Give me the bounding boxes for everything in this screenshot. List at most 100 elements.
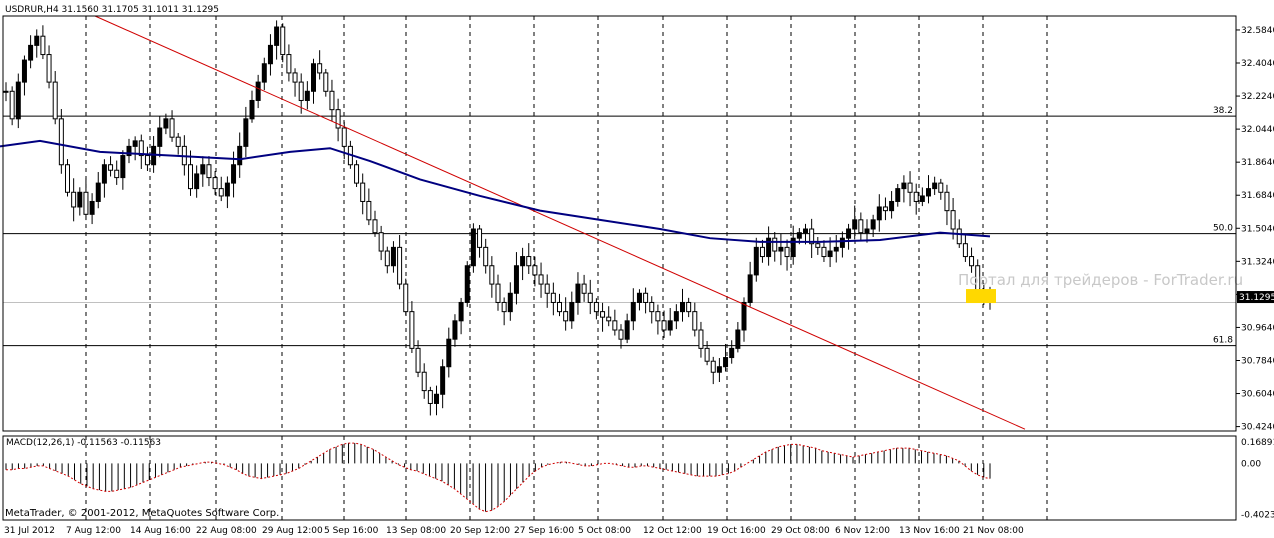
candle-body [132, 140, 138, 147]
candle-body [120, 155, 126, 179]
candle-body [267, 44, 273, 65]
candle-body [286, 54, 292, 74]
candle-body [606, 316, 612, 322]
candle-body [673, 311, 679, 322]
time-axis: 31 Jul 2012 7 Aug 12:00 14 Aug 16:00 22 Aug… [4, 526, 1024, 536]
candle-body [95, 182, 101, 202]
candle-body [292, 72, 298, 83]
candle-body [950, 210, 956, 230]
candle-body [932, 182, 938, 190]
vertical-grid [85, 16, 1048, 520]
macd-frame [2, 435, 1237, 521]
candle-body [144, 155, 150, 166]
candle-body [710, 360, 716, 373]
candle-body [40, 35, 46, 56]
candle-body [704, 347, 710, 362]
last-price-label: 31.1295 [1239, 293, 1274, 303]
candle-body [384, 250, 390, 267]
candle-body [317, 63, 323, 74]
candle-body [83, 191, 89, 215]
candle-body [501, 301, 507, 313]
candle-body [255, 81, 261, 101]
candle-body [101, 164, 107, 184]
candle-body [723, 357, 729, 368]
candle-body [741, 301, 747, 331]
candle-body [434, 393, 439, 404]
candle-body [926, 188, 931, 197]
candle-body [507, 292, 513, 313]
x-tick-label: 21 Nov 08:00 [963, 526, 1024, 536]
candle-body [913, 191, 919, 202]
candle-body [175, 136, 181, 147]
copyright: MetaTrader, © 2001-2012, MetaQuotes Soft… [5, 508, 279, 519]
candle-body [274, 26, 280, 46]
candle-body [772, 237, 778, 252]
candle-body [686, 301, 692, 313]
x-tick-label: 5 Oct 08:00 [578, 526, 631, 536]
candle-body [661, 320, 667, 331]
candle-body [569, 301, 575, 322]
candle-body [409, 311, 415, 349]
fibo-label: 61.8 [1213, 336, 1233, 346]
candle-body [956, 228, 962, 245]
chart-title: USDRUR,H4 31.1560 31.1705 31.1011 31.129… [5, 5, 219, 15]
candle-body [298, 81, 304, 101]
candle-body [839, 237, 845, 248]
candle-body [483, 246, 489, 267]
candle-body [809, 228, 815, 245]
candle-body [876, 206, 882, 221]
macd-tick-label: 0.16891 [1241, 438, 1274, 448]
candle-body [557, 301, 562, 313]
candle-body [550, 292, 556, 303]
candle-body [9, 90, 15, 120]
candle-body [65, 164, 70, 193]
candle-body [735, 329, 741, 349]
candle-body [784, 246, 790, 258]
candle-body [212, 177, 218, 190]
fibo-levels: 38.2 50.0 61.8 [3, 106, 1236, 347]
trend-line [94, 15, 1026, 430]
candle-body [716, 366, 722, 373]
candle-body [520, 256, 526, 267]
candle-body [114, 169, 120, 179]
overlays [0, 15, 1026, 430]
macd-signal-line [6, 442, 991, 513]
x-tick-label: 20 Sep 12:00 [450, 526, 510, 536]
candles [3, 20, 993, 416]
candle-body [969, 256, 975, 267]
candle-body [526, 256, 532, 267]
fibo-label: 38.2 [1213, 106, 1233, 116]
candle-body [194, 173, 200, 190]
candle-body [415, 347, 421, 373]
y-tick-label: 32.5840 [1241, 26, 1274, 36]
candle-body [852, 219, 858, 230]
watermark: Портал для трейдеров - ForTrader.ru [958, 271, 1243, 289]
candle-body [427, 390, 433, 404]
candle-body [280, 26, 286, 56]
candle-body [882, 206, 888, 212]
y-tick-label: 30.4240 [1241, 423, 1274, 433]
candle-body [354, 164, 360, 184]
y-tick-label: 32.0440 [1241, 125, 1274, 135]
candle-body [231, 164, 237, 184]
last-bar-highlight [966, 289, 996, 304]
candle-body [513, 265, 519, 294]
candle-body [403, 283, 409, 313]
candle-body [77, 191, 83, 208]
candle-body [680, 301, 685, 313]
candle-body [71, 191, 77, 208]
x-tick-label: 14 Aug 16:00 [130, 526, 191, 536]
candle-body [28, 44, 34, 61]
macd-label: MACD(12,26,1) -0.11563 -0.11563 [6, 438, 161, 448]
candle-body [563, 311, 569, 322]
candle-body [188, 164, 193, 190]
candle-body [532, 265, 538, 276]
candle-body [311, 63, 316, 92]
candle-body [335, 109, 341, 129]
candle-body [889, 200, 895, 212]
x-tick-label: 31 Jul 2012 [4, 526, 55, 536]
candle-body [667, 320, 673, 331]
candle-body [938, 182, 944, 193]
y-tick-label: 31.3240 [1241, 257, 1274, 267]
